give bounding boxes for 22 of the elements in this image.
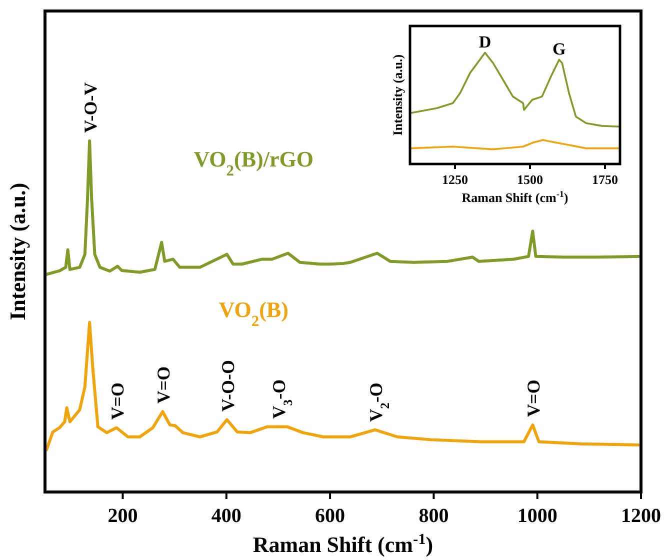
x-tick-label: 400 — [211, 505, 242, 527]
x-tick-label: 1750 — [592, 172, 618, 187]
y-axis-title: Intensity (a.u.) — [5, 182, 30, 320]
annotation: V-O-V — [80, 82, 101, 133]
x-tick-label: 200 — [108, 505, 138, 527]
x-tick-label: 1000 — [517, 505, 558, 527]
annotation: D — [478, 32, 492, 52]
x-tick-label: 1200 — [621, 505, 661, 527]
y-axis-title: Intensity (a.u.) — [390, 54, 405, 136]
x-tick-label: 1250 — [442, 172, 468, 187]
x-axis-title: Raman Shift (cm$^{-1}$) — [462, 189, 568, 205]
x-axis-title: Raman Shift (cm$^{-1}$) — [252, 530, 434, 557]
annotation: G — [552, 40, 566, 59]
annotation: V=O — [108, 382, 128, 420]
annotation: V=O — [524, 380, 544, 417]
x-tick-label: 600 — [315, 505, 346, 527]
text: VO$_{2}$(B) — [218, 296, 288, 330]
annotation: V=O — [154, 366, 174, 404]
text: VO$_{2}$(B)/rGO — [194, 146, 314, 179]
annotation: V-O-O — [218, 360, 238, 412]
x-tick-label: 1500 — [517, 172, 543, 187]
x-tick-label: 800 — [418, 505, 449, 527]
